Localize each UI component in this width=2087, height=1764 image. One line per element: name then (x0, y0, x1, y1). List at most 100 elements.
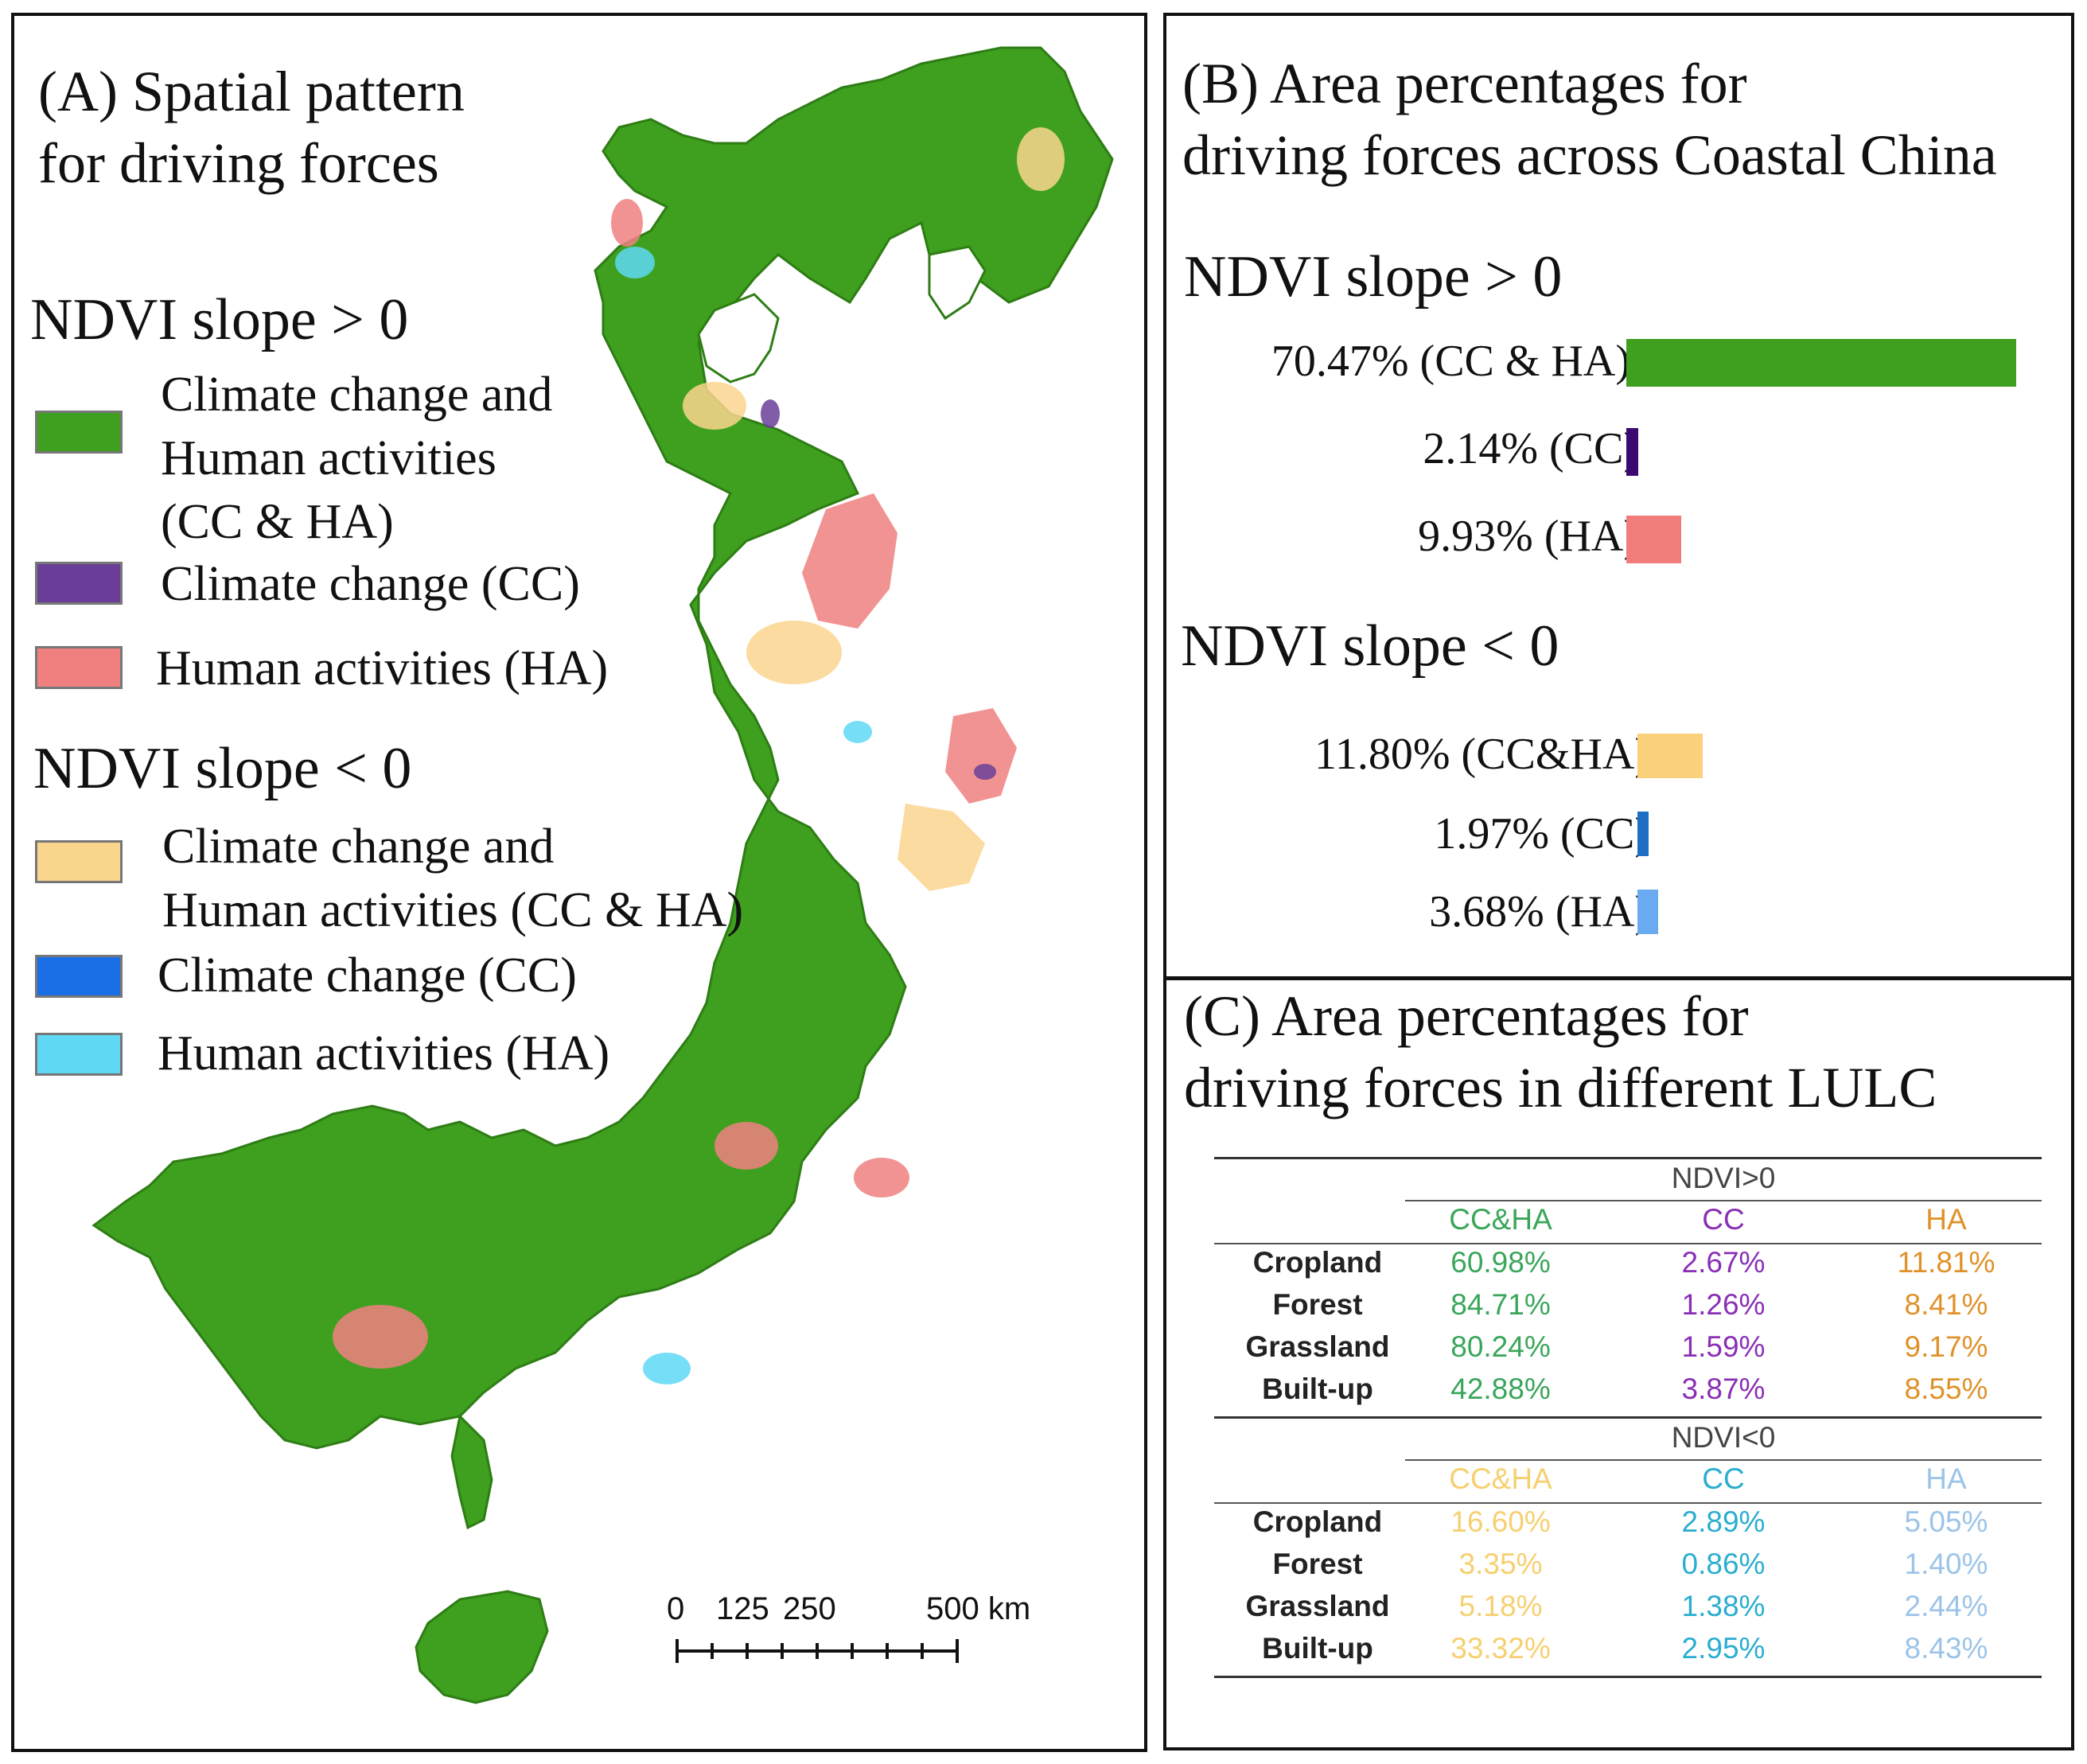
table-rule-bottom (1214, 1676, 2042, 1678)
bar-label-pos-ha: 9.93% (HA) (1418, 512, 1638, 561)
column-header: CC&HA (1449, 1462, 1552, 1495)
column-header: CC&HA (1449, 1203, 1552, 1236)
table-cell: 2.89% (1681, 1505, 1766, 1538)
legend-pos-ha: Human activities (HA) (156, 641, 609, 695)
panel-a-map: (A) Spatial pattern for driving forces N… (11, 13, 1147, 1752)
bar-pos-cc (1626, 428, 1638, 476)
panel-a-title-line2: for driving forces (38, 131, 439, 195)
row-label: Built-up (1262, 1632, 1373, 1665)
panel-b-title-line1: (B) Area percentages for (1182, 52, 1747, 115)
table-rule-top-NDVI>0 (1214, 1157, 2042, 1159)
scale-label-0: 0 (667, 1591, 685, 1626)
table-cell: 16.60% (1450, 1505, 1551, 1538)
legend-neg-cc: Climate change (CC) (158, 948, 577, 1003)
map-ha-decline-patches (615, 247, 872, 1384)
row-label: Grassland (1245, 1590, 1390, 1622)
row-label: Cropland (1252, 1505, 1383, 1538)
scale-label-125: 125 (716, 1591, 769, 1626)
bar-neg-cc (1637, 812, 1649, 856)
bar-label-pos-cc: 2.14% (CC) (1423, 424, 1638, 473)
table-rule-header (1214, 1243, 2042, 1244)
row-label: Cropland (1252, 1246, 1383, 1279)
map-hainan-island (415, 1590, 549, 1704)
map-leizhou-peninsula (450, 1413, 493, 1530)
panel-c-table: (C) Area percentages for driving forces … (1163, 977, 2074, 1750)
bar-neg-ccha (1637, 734, 1703, 778)
column-header: CC (1702, 1462, 1745, 1495)
panel-a-title-line1: (A) Spatial pattern (38, 60, 465, 123)
panel-b-pos-heading: NDVI slope > 0 (1184, 244, 1563, 310)
row-label: Grassland (1245, 1330, 1390, 1363)
map-bohai-sea (697, 293, 780, 384)
panel-a-pos-heading: NDVI slope > 0 (30, 287, 409, 352)
bar-pos-ha (1626, 516, 1681, 563)
table-cell: 1.59% (1681, 1330, 1766, 1363)
table-rule-group (1405, 1459, 2042, 1461)
panel-b-neg-heading: NDVI slope < 0 (1181, 613, 1559, 679)
legend-neg-ha: Human activities (HA) (158, 1026, 610, 1081)
table-cell: 3.87% (1681, 1373, 1766, 1405)
row-label: Forest (1272, 1548, 1363, 1580)
legend-pos-ccha-line3: (CC & HA) (161, 495, 394, 549)
table-cell: 2.67% (1681, 1246, 1766, 1279)
column-header: CC (1702, 1203, 1745, 1236)
group-header: NDVI>0 (1671, 1162, 1776, 1194)
table-cell: 9.17% (1904, 1330, 1988, 1363)
coastal-china-map (92, 46, 1114, 1704)
column-header: HA (1925, 1462, 1967, 1495)
row-label: Built-up (1262, 1373, 1373, 1405)
table-cell: 8.43% (1904, 1632, 1988, 1665)
table-cell: 33.32% (1450, 1632, 1551, 1665)
table-cell: 5.18% (1458, 1590, 1543, 1622)
table-cell: 1.26% (1681, 1288, 1766, 1321)
legend-pos-cc: Climate change (CC) (161, 557, 580, 611)
row-label: Forest (1272, 1288, 1363, 1321)
legend-pos-ccha-line1: Climate change and (161, 368, 553, 422)
table-cell: 80.24% (1450, 1330, 1551, 1363)
column-header: HA (1925, 1203, 1967, 1236)
scale-bar (676, 1639, 959, 1663)
table-cell: 42.88% (1450, 1373, 1551, 1405)
bar-pos-ccha (1626, 339, 2016, 387)
table-cell: 11.81% (1897, 1246, 1995, 1279)
table-cell: 2.44% (1904, 1590, 1988, 1622)
table-rule-top-NDVI<0 (1214, 1416, 2042, 1419)
map-landmass (92, 46, 1114, 1704)
table-cell: 60.98% (1450, 1246, 1551, 1279)
table-cell: 8.41% (1904, 1288, 1988, 1321)
legend-pos-ccha-line2: Human activities (161, 431, 496, 485)
bar-label-pos-ccha: 70.47% (CC & HA) (1271, 337, 1630, 386)
bar-label-neg-ccha: 11.80% (CC&HA) (1314, 730, 1649, 779)
legend-swatch-pos-ha (35, 646, 123, 689)
bar-neg-ha (1637, 890, 1658, 934)
bar-label-neg-ha: 3.68% (HA) (1429, 887, 1649, 937)
panel-a-neg-heading: NDVI slope < 0 (33, 736, 412, 801)
table-cell: 1.38% (1681, 1590, 1766, 1622)
panel-c-title-line2: driving forces in different LULC (1184, 1056, 1937, 1120)
map-region-north (92, 46, 1114, 1450)
table-rule-group (1405, 1200, 2042, 1201)
panel-b-bar-chart: (B) Area percentages for driving forces … (1163, 13, 2074, 979)
map-cc-growth-patches (761, 399, 996, 780)
panel-c-title-line1: (C) Area percentages for (1184, 984, 1749, 1048)
table-cell: 1.40% (1904, 1548, 1988, 1580)
scale-label-250: 250 (783, 1591, 836, 1626)
table-cell: 84.71% (1450, 1288, 1551, 1321)
table-cell: 3.35% (1458, 1548, 1543, 1580)
legend-swatch-neg-ccha (35, 840, 123, 883)
group-header: NDVI<0 (1671, 1421, 1776, 1454)
legend-swatch-neg-ha (35, 1033, 123, 1076)
table-cell: 5.05% (1904, 1505, 1988, 1538)
legend-neg-ccha-line1: Climate change and (162, 820, 555, 874)
table-cell: 0.86% (1681, 1548, 1766, 1580)
map-liaodong-sea (928, 245, 987, 321)
bar-label-neg-cc: 1.97% (CC) (1434, 809, 1649, 859)
legend-swatch-pos-cc (35, 562, 123, 605)
table-cell: 8.55% (1904, 1373, 1988, 1405)
map-human-activity-patches (333, 199, 1017, 1369)
table-rule-header (1214, 1502, 2042, 1504)
legend-swatch-pos-ccha (35, 411, 123, 454)
table-cell: 2.95% (1681, 1632, 1766, 1665)
map-cc-ha-decline-patches (683, 127, 1065, 891)
legend-swatch-neg-cc (35, 955, 123, 998)
